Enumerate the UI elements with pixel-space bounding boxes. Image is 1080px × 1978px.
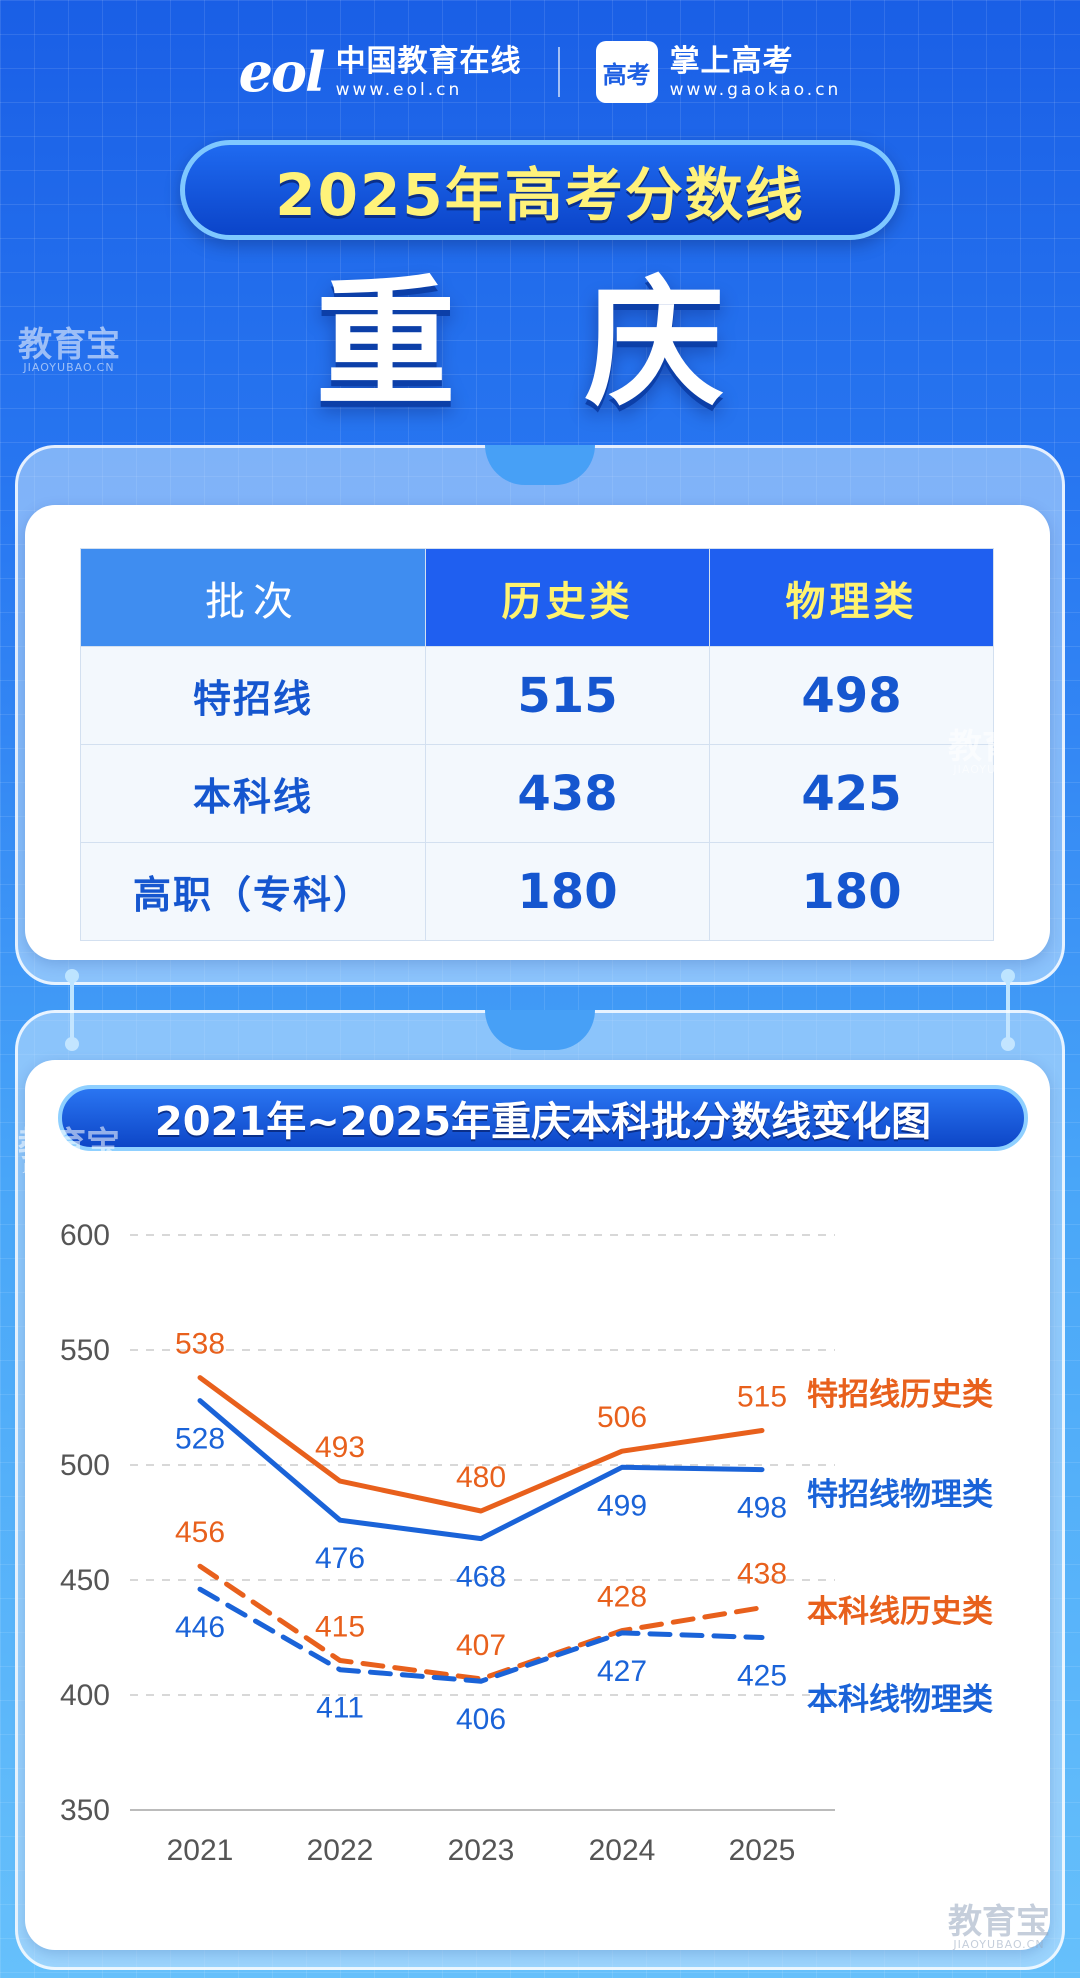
watermark-cn: 教育宝 (18, 325, 120, 365)
x-tick-label: 2021 (167, 1834, 234, 1867)
row-label: 特招线 (80, 646, 426, 745)
data-label: 506 (597, 1401, 647, 1434)
header-divider (557, 47, 560, 97)
table-header-row: 批次 历史类 物理类 (80, 548, 994, 647)
data-label: 425 (737, 1660, 787, 1693)
watermark: 教育宝 JIAOYUBAO.CN (18, 328, 120, 373)
history-score: 180 (425, 842, 710, 941)
data-label: 468 (456, 1561, 506, 1594)
x-tick-label: 2023 (448, 1834, 515, 1867)
data-label: 499 (597, 1489, 647, 1522)
physics-score: 498 (709, 646, 994, 745)
page-title: 2025年高考分数线 (275, 161, 805, 229)
data-label: 407 (456, 1629, 506, 1662)
header-physics: 物理类 (709, 548, 994, 647)
table-row: 本科线 438 425 (80, 744, 994, 843)
y-tick-label: 350 (60, 1794, 110, 1827)
history-score: 438 (425, 744, 710, 843)
watermark-cn: 教育宝 (18, 1125, 120, 1165)
data-label: 427 (597, 1655, 647, 1688)
header: eol 中国教育在线 www.eol.cn 高考 掌上高考 www.gaokao… (0, 36, 1080, 108)
gaokao-logo: 高考 (595, 41, 658, 103)
data-label: 438 (737, 1558, 787, 1591)
series-line (197, 1375, 765, 1514)
y-tick-label: 500 (60, 1449, 110, 1482)
legend-label: 本科线物理类 (807, 1682, 993, 1718)
data-label: 406 (456, 1703, 506, 1736)
data-label: 415 (315, 1611, 365, 1644)
watermark-en: JIAOYUBAO.CN (953, 1938, 1045, 1951)
eol-brand[interactable]: eol 中国教育在线 www.eol.cn (239, 44, 522, 100)
watermark: 教育宝 JIAOYUBAO.CN (18, 1128, 120, 1173)
legend-label: 特招线历史类 (807, 1377, 993, 1413)
data-label: 480 (456, 1461, 506, 1494)
header-history: 历史类 (425, 548, 710, 647)
y-tick-label: 400 (60, 1679, 110, 1712)
watermark-en: JIAOYUBAO.CN (23, 1161, 115, 1174)
data-label: 515 (737, 1381, 787, 1414)
title-banner: 2025年高考分数线 (180, 140, 900, 240)
chart-title: 2021年~2025年重庆本科批分数线变化图 (154, 1099, 932, 1145)
table-row: 高职（专科） 180 180 (80, 842, 994, 941)
data-label: 476 (315, 1542, 365, 1575)
data-label: 493 (315, 1431, 365, 1464)
eol-logo: eol (238, 39, 326, 104)
legend-label: 本科线历史类 (807, 1594, 993, 1630)
chart-card (25, 1060, 1050, 1950)
eol-brand-url: www.eol.cn (335, 79, 463, 100)
x-tick-label: 2025 (729, 1834, 796, 1867)
region-name: 重 庆 (315, 263, 765, 426)
watermark-en: JIAOYUBAO.CN (23, 361, 115, 374)
gaokao-brand[interactable]: 高考 掌上高考 www.gaokao.cn (595, 41, 842, 103)
x-tick-label: 2024 (589, 1834, 656, 1867)
series-line (197, 1563, 765, 1682)
frame-notch (485, 445, 595, 485)
eol-brand-name: 中国教育在线 (335, 43, 522, 79)
row-label: 本科线 (80, 744, 426, 843)
watermark-cn: 教育宝 (948, 727, 1050, 767)
data-label: 411 (316, 1692, 364, 1725)
watermark: 教育宝 JIAOYUBAO.CN (948, 1905, 1050, 1950)
score-table: 批次 历史类 物理类 特招线 515 498 本科线 438 425 高职（专科… (80, 548, 994, 941)
data-label: 498 (737, 1492, 787, 1525)
gaokao-brand-name: 掌上高考 (669, 43, 794, 79)
data-label: 456 (175, 1516, 225, 1549)
gaokao-brand-url: www.gaokao.cn (669, 79, 842, 100)
data-label: 446 (175, 1611, 225, 1644)
row-label: 高职（专科） (80, 842, 426, 941)
frame-notch (485, 1010, 595, 1050)
legend-label: 特招线物理类 (807, 1477, 993, 1513)
line-chart: 600 550 500 450 400 350 2021 2022 2023 2024 2025 5… (60, 1219, 993, 1867)
y-tick-label: 600 (60, 1219, 110, 1252)
watermark-cn: 教育宝 (948, 1902, 1050, 1942)
x-tick-label: 2022 (307, 1834, 374, 1867)
history-score: 515 (425, 646, 710, 745)
watermark: 教育宝 JIAOYUBAO.CN (948, 730, 1050, 775)
data-label: 428 (597, 1581, 647, 1614)
header-batch: 批次 (80, 548, 426, 647)
physics-score: 180 (709, 842, 994, 941)
data-label: 528 (175, 1423, 225, 1456)
series-line (197, 1586, 765, 1684)
data-label: 538 (175, 1328, 225, 1361)
watermark-en: JIAOYUBAO.CN (953, 763, 1045, 776)
y-tick-label: 550 (60, 1334, 110, 1367)
table-row: 特招线 515 498 (80, 646, 994, 745)
physics-score: 425 (709, 744, 994, 843)
chart-title-banner: 2021年~2025年重庆本科批分数线变化图 (58, 1085, 1028, 1151)
y-tick-label: 450 (60, 1564, 110, 1597)
series-line (197, 1398, 765, 1542)
